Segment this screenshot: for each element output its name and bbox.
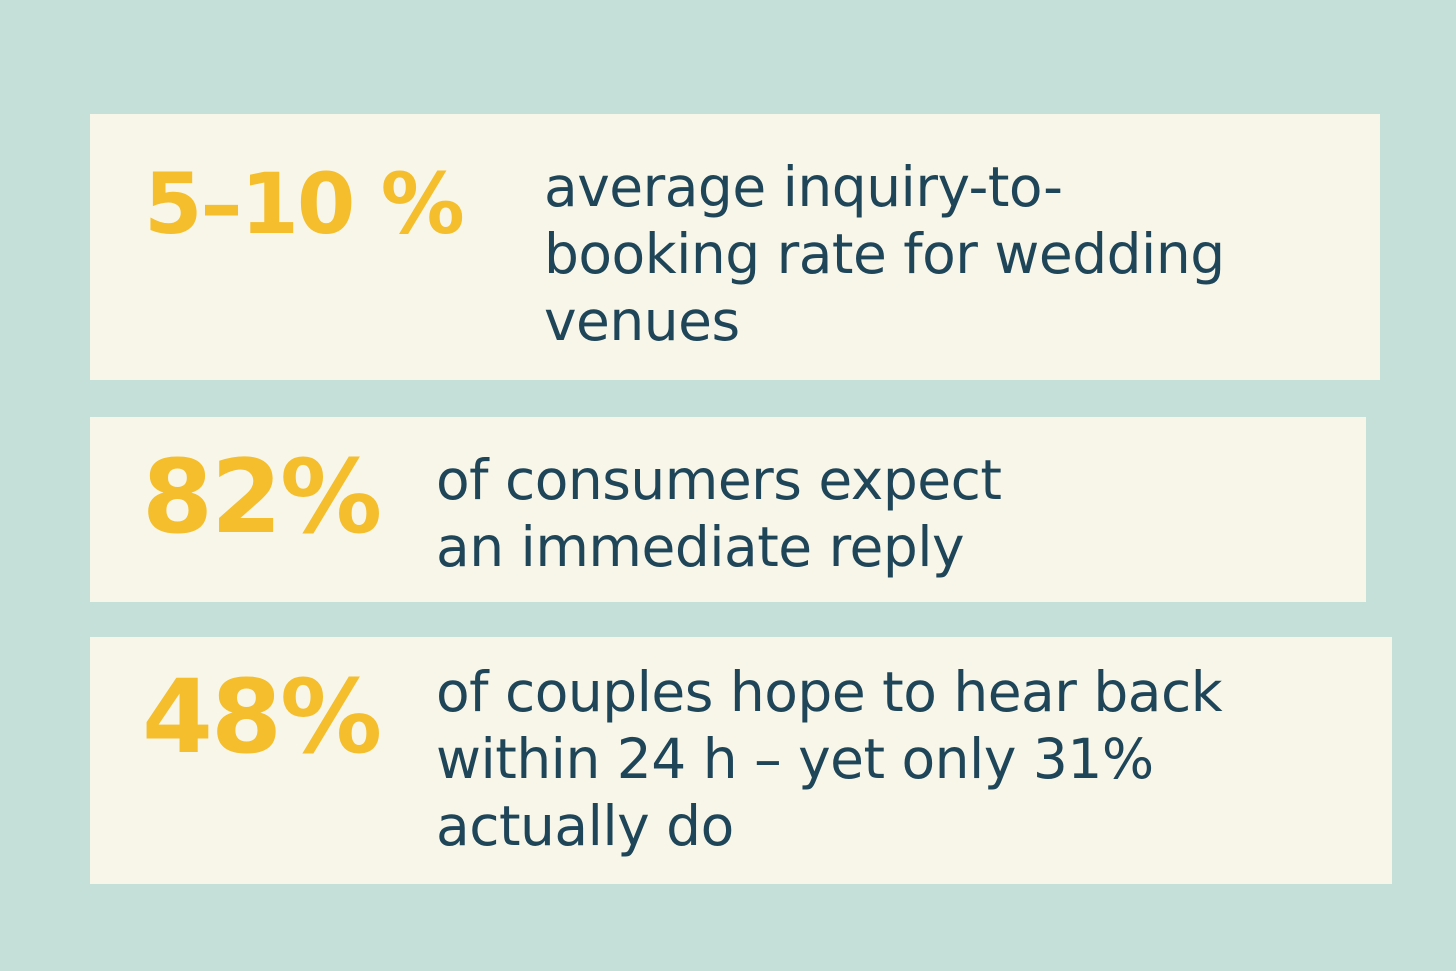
stat-description: average inquiry-to- booking rate for wed… (544, 154, 1344, 355)
description-line: actually do (436, 794, 734, 858)
stat-description: of couples hope to hear back within 24 h… (436, 659, 1336, 860)
description-line: booking rate for wedding (544, 222, 1225, 286)
description-line: within 24 h – yet only 31% (436, 727, 1154, 791)
description-line: of consumers expect (436, 448, 1002, 512)
description-line: average inquiry-to- (544, 155, 1063, 219)
description-line: venues (544, 289, 740, 353)
stat-value: 48% (142, 658, 382, 777)
description-line: of couples hope to hear back (436, 660, 1223, 724)
stat-description: of consumers expect an immediate reply (436, 447, 1196, 581)
stat-value: 5–10 % (144, 155, 465, 253)
stat-card-immediate-reply: 82% of consumers expect an immediate rep… (90, 417, 1366, 602)
stat-card-inquiry-rate: 5–10 % average inquiry-to- booking rate … (90, 114, 1380, 380)
stat-card-reply-within-24h: 48% of couples hope to hear back within … (90, 637, 1392, 884)
description-line: an immediate reply (436, 515, 965, 579)
stat-value: 82% (142, 438, 382, 557)
